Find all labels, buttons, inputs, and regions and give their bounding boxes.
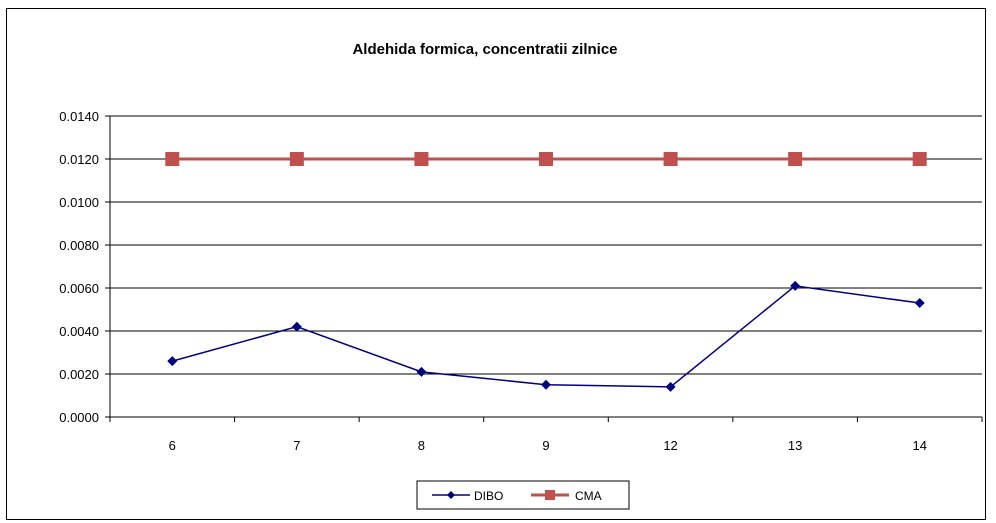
x-tick-label: 8: [418, 438, 425, 453]
chart-title: Aldehida formica, concentratii zilnice: [352, 41, 617, 58]
x-tick-label: 6: [169, 438, 176, 453]
legend-marker: [447, 491, 455, 499]
legend: DIBO CMA: [416, 480, 630, 510]
legend-label: DIBO: [474, 489, 503, 503]
x-tick-label: 14: [912, 438, 926, 453]
data-point: [788, 152, 803, 166]
data-point: [539, 152, 553, 166]
data-point: [663, 152, 678, 166]
data-point: [912, 152, 927, 166]
y-tick-label: 0.0000: [59, 410, 99, 425]
y-tick-label: 0.0100: [59, 195, 99, 210]
y-tick-label: 0.0120: [59, 152, 99, 167]
x-tick-label: 7: [293, 438, 300, 453]
y-tick-label: 0.0040: [59, 324, 99, 339]
chart-frame: [6, 8, 986, 520]
y-tick-label: 0.0140: [59, 109, 99, 124]
axes: [105, 115, 983, 422]
data-point: [289, 152, 304, 166]
data-point: [790, 280, 801, 291]
data-point: [914, 298, 925, 309]
series: [165, 152, 927, 392]
legend-box: [416, 480, 630, 510]
x-tick-label: 12: [663, 438, 677, 453]
data-point: [541, 379, 551, 390]
y-tick-labels: 0.0000 0.0020 0.0040 0.0060 0.0080 0.0100 0.01…: [59, 109, 99, 425]
data-point: [165, 152, 180, 166]
series-line: [172, 285, 920, 388]
data-point: [665, 381, 676, 392]
x-tick-labels: 6 7 8 9 12 13 14: [169, 438, 927, 453]
series-dibo: [167, 280, 925, 392]
y-tick-label: 0.0060: [59, 281, 99, 296]
series-cma: [165, 152, 927, 166]
legend-label: CMA: [575, 489, 602, 503]
legend-marker: [545, 490, 555, 500]
data-point: [167, 356, 178, 367]
y-tick-label: 0.0020: [59, 367, 99, 382]
x-tick-label: 13: [788, 438, 802, 453]
data-point: [414, 152, 429, 166]
data-point: [291, 321, 302, 332]
x-tick-label: 9: [542, 438, 549, 453]
y-tick-label: 0.0080: [59, 238, 99, 253]
data-point: [416, 366, 427, 377]
